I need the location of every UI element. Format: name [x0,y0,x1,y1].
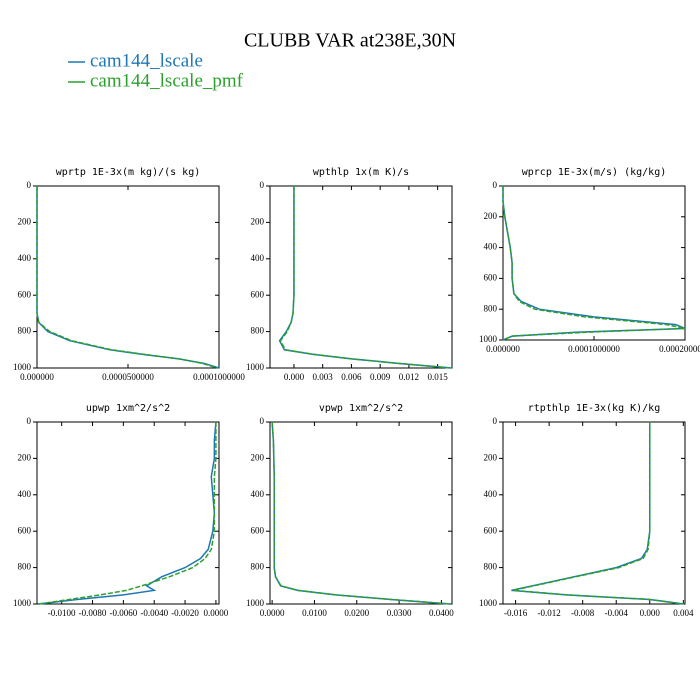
x-tick-label: -0.0060 [109,608,137,618]
y-tick-label: 800 [251,562,265,572]
data-line [279,186,451,369]
y-tick-label: 800 [484,562,498,572]
y-tick-label: 0 [493,180,498,190]
data-line [271,421,450,605]
x-tick-label: 0.004 [673,608,694,618]
x-tick-label: 0.0002000000 [659,344,700,354]
y-tick-label: 800 [18,562,32,572]
x-tick-label: 0.000000 [20,372,54,382]
y-tick-label: 1000 [246,362,265,372]
legend-entry: cam144_lscale [90,50,203,71]
y-tick-label: 200 [484,452,498,462]
y-tick-label: 800 [18,326,32,336]
panel-title: wpthlp 1x(m K)/s [313,167,409,178]
x-tick-label: 0.0001000000 [568,344,620,354]
data-line [38,421,217,605]
x-tick-label: 0.003 [313,372,334,382]
x-tick-label: -0.004 [605,608,629,618]
x-tick-label: 0.000 [284,372,305,382]
y-tick-label: 600 [484,525,498,535]
x-tick-label: 0.012 [399,372,419,382]
data-line [36,186,220,369]
x-tick-label: -0.012 [538,608,561,618]
panel-title: vpwp 1xm^2/s^2 [319,403,403,414]
x-tick-label: 0.006 [341,372,362,382]
x-tick-label: 0.0300 [387,608,412,618]
panel-title: wprtp 1E-3x(m kg)/(s kg) [56,167,201,178]
y-tick-label: 200 [18,452,32,462]
y-tick-label: 400 [484,242,498,252]
x-tick-label: 0.0000500000 [102,372,154,382]
y-tick-label: 400 [18,253,32,263]
y-tick-label: 400 [18,489,32,499]
data-line [502,186,686,341]
y-tick-label: 1000 [479,598,498,608]
plot-frame [269,185,453,369]
y-tick-label: 600 [18,289,32,299]
x-tick-label: 0.0000 [260,608,285,618]
y-tick-label: 400 [484,489,498,499]
x-tick-label: 0.0001000000 [193,372,245,382]
y-tick-label: 800 [484,303,498,313]
x-tick-label: -0.0080 [79,608,107,618]
y-tick-label: 400 [251,489,265,499]
x-tick-label: 0.0400 [429,608,454,618]
panel-title: wprcp 1E-3x(m/s) (kg/kg) [522,167,667,178]
y-tick-label: 0 [260,416,265,426]
x-tick-label: 0.015 [428,372,449,382]
y-tick-label: 1000 [479,334,498,344]
y-tick-label: 400 [251,253,265,263]
x-tick-label: 0.000000 [486,344,520,354]
y-tick-label: 600 [251,525,265,535]
plot-frame [36,185,220,369]
y-tick-label: 0 [260,180,265,190]
figure-title: CLUBB VAR at238E,30N [244,30,456,52]
panel-title: upwp 1xm^2/s^2 [86,403,170,414]
y-tick-label: 1000 [13,598,32,608]
x-tick-label: -0.0040 [140,608,168,618]
y-tick-label: 800 [251,326,265,336]
plot-frame [269,421,453,605]
y-tick-label: 600 [18,525,32,535]
y-tick-label: 200 [251,452,265,462]
y-tick-label: 200 [484,211,498,221]
plot-frame [502,421,686,605]
x-tick-label: 0.009 [370,372,391,382]
y-tick-label: 1000 [13,362,32,372]
y-tick-label: 200 [18,216,32,226]
data-line [511,422,684,605]
x-tick-label: 0.000 [640,608,661,618]
plot-frame [36,421,220,605]
x-tick-label: -0.0020 [171,608,199,618]
x-tick-label: 0.0100 [302,608,327,618]
data-line [512,422,685,605]
panel-title: rtpthlp 1E-3x(kg K)/kg [528,403,660,414]
data-line [38,422,217,605]
x-tick-label: -0.008 [571,608,595,618]
x-tick-label: -0.0100 [48,608,76,618]
y-tick-label: 1000 [246,598,265,608]
x-tick-label: 0.0200 [344,608,369,618]
legend-entry: cam144_lscale_pmf [90,70,244,91]
y-tick-label: 600 [251,289,265,299]
y-tick-label: 200 [251,216,265,226]
data-line [271,421,451,605]
y-tick-label: 0 [27,180,32,190]
y-tick-label: 0 [27,416,32,426]
data-line [278,186,453,369]
data-line [502,186,686,341]
y-tick-label: 0 [493,416,498,426]
x-tick-label: 0.0000 [204,608,229,618]
x-tick-label: -0.016 [504,608,528,618]
data-line [36,186,218,369]
y-tick-label: 600 [484,272,498,282]
